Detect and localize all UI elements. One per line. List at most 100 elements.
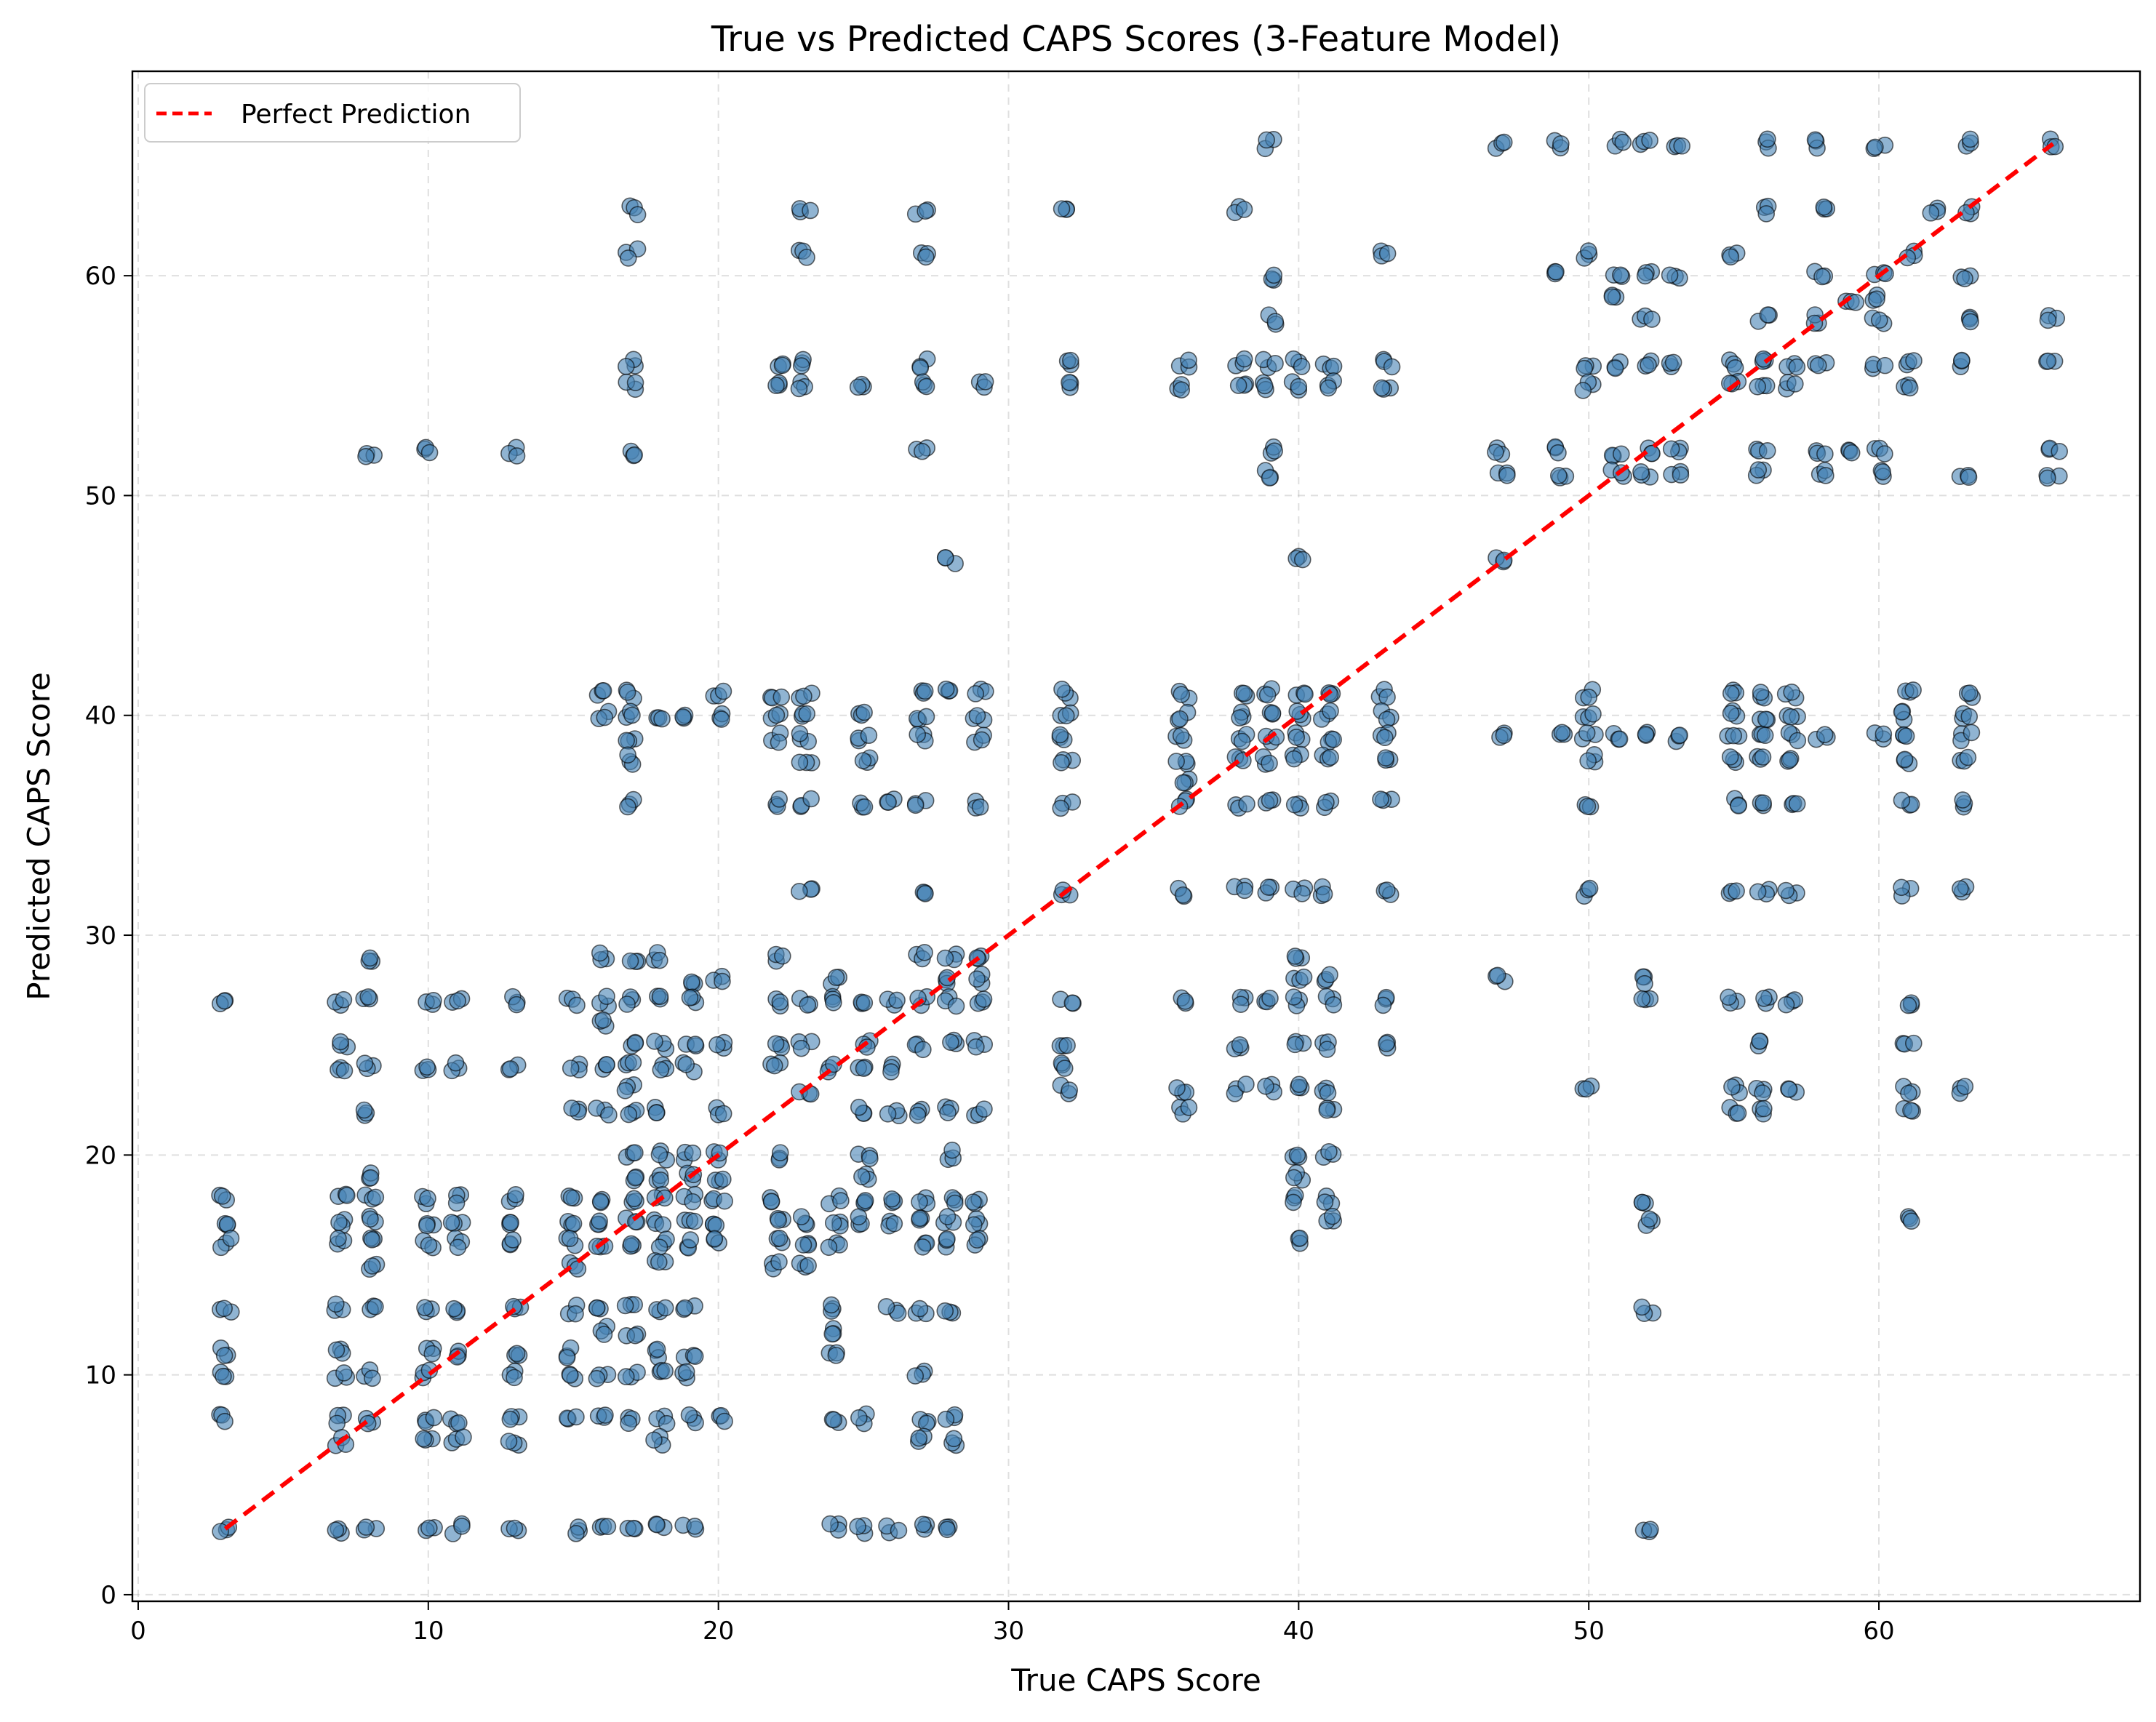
data-point [1956,1078,1974,1095]
data-point [617,358,635,375]
data-point [1290,377,1308,396]
data-point [917,248,935,266]
data-point [1265,266,1283,284]
data-point [1580,689,1598,706]
data-point [621,952,639,970]
data-point [762,1193,780,1210]
data-point [883,1190,901,1208]
data-point [823,1296,840,1314]
data-point [1173,381,1191,399]
data-point [917,885,934,902]
data-point [362,1210,379,1228]
data-point [791,753,809,772]
data-point [1754,748,1772,766]
data-point [1749,377,1766,396]
data-point [1261,989,1279,1007]
data-point [914,1515,932,1534]
data-point [680,1406,698,1424]
data-point [1235,201,1253,218]
data-point [1498,467,1516,484]
data-point [1730,797,1747,814]
data-point [855,994,874,1012]
data-point [1266,442,1283,460]
data-point [599,1518,617,1536]
data-point [885,1214,903,1233]
data-point [2039,469,2056,487]
data-point [973,731,991,749]
data-point [1757,205,1776,223]
x-tick-label: 10 [412,1617,444,1646]
x-axis-ticks: 0 10 20 30 40 50 60 [130,1601,1895,1646]
data-point [1285,988,1303,1006]
data-point [1552,135,1570,153]
data-point [1293,358,1311,375]
data-point [1285,1169,1303,1187]
data-point [917,202,934,220]
data-point [626,374,644,391]
data-point [860,726,878,745]
data-point [976,373,994,391]
data-point [1376,729,1394,747]
data-point [1962,313,1979,331]
data-point [564,1214,583,1233]
data-point [362,1169,380,1187]
data-point [1902,1212,1920,1230]
data-point [450,1414,468,1432]
data-point [1487,444,1504,461]
data-point [1754,1084,1771,1102]
data-point [716,1192,733,1210]
data-point [355,1101,373,1119]
data-point [332,1033,349,1051]
data-point [824,1214,842,1232]
data-point [1954,791,1972,809]
data-point [1871,311,1888,329]
data-point [909,726,926,743]
data-point [936,949,954,967]
data-point [1257,1078,1274,1095]
data-point [2051,442,2069,460]
data-point [1632,463,1650,481]
data-point [335,1364,353,1382]
data-point [648,1515,666,1534]
data-point [825,1411,843,1429]
data-point [1378,1035,1395,1052]
data-point [447,1194,466,1212]
data-point [356,1054,374,1073]
data-point [363,1257,381,1275]
data-point [1226,1085,1244,1102]
data-point [1286,948,1304,965]
y-tick-label: 60 [85,262,116,291]
data-point [853,1168,871,1185]
data-point [1053,753,1070,772]
data-point [650,1145,668,1164]
data-point [1171,710,1189,728]
data-point [946,1194,964,1212]
data-point [1285,1193,1302,1212]
data-point [1642,1521,1659,1538]
data-point [1614,133,1632,151]
data-point [646,1033,663,1050]
y-tick-label: 30 [85,921,116,950]
data-point [968,707,986,724]
data-point [505,1297,522,1315]
data-point [1372,790,1389,808]
x-tick-label: 20 [703,1617,734,1646]
data-point [1868,290,1885,308]
data-point [598,988,615,1005]
data-point [327,1295,345,1313]
data-point [1495,726,1513,745]
data-point [357,1518,375,1536]
data-point [653,710,671,728]
data-point [713,710,730,728]
data-point [890,1521,908,1539]
data-point [1286,1036,1304,1054]
data-point [216,1412,233,1430]
data-point [1258,131,1275,149]
y-axis-label: Predicted CAPS Score [21,672,57,1001]
data-point [947,997,965,1015]
y-tick-label: 0 [100,1581,116,1610]
data-point [877,1298,895,1315]
data-point [618,684,636,701]
data-point [1722,684,1740,702]
data-point [1758,442,1776,460]
